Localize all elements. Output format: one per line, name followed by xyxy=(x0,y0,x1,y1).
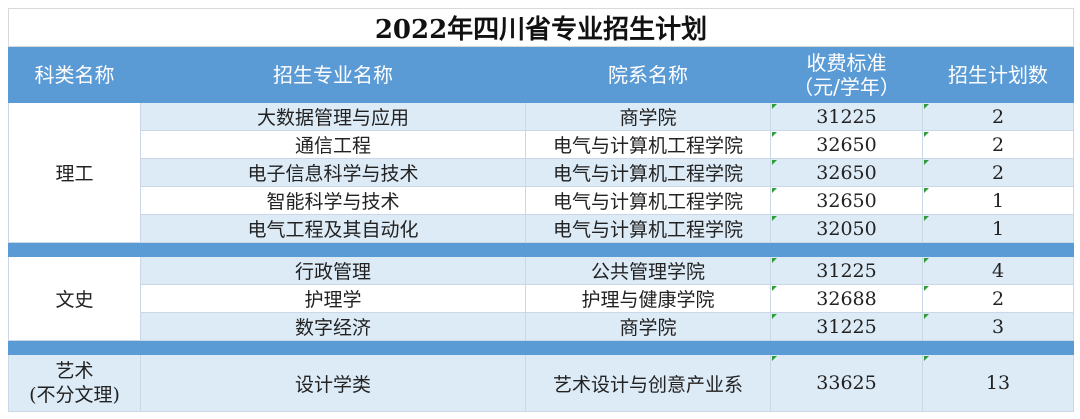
major-cell: 护理学 xyxy=(140,284,526,313)
fee-cell: 31225 xyxy=(770,312,923,341)
header-college: 院系名称 xyxy=(525,46,771,103)
plan-cell: 2 xyxy=(921,158,1075,187)
category-cell: 文史 xyxy=(8,256,141,341)
fee-cell: 31225 xyxy=(770,256,923,285)
separator-cell xyxy=(525,340,771,355)
college-cell: 艺术设计与创意产业系 xyxy=(525,354,771,412)
category-cell: 艺术 (不分文理) xyxy=(8,354,141,412)
fee-cell: 32650 xyxy=(770,158,923,187)
fee-cell: 31225 xyxy=(770,102,923,131)
separator-cell xyxy=(770,340,923,355)
group-separator xyxy=(8,340,1075,355)
category-sub-label: (不分文理) xyxy=(29,384,120,406)
separator-cell xyxy=(140,242,526,257)
college-cell: 电气与计算机工程学院 xyxy=(525,214,771,243)
header-fee-unit: （元/学年） xyxy=(793,74,900,99)
table-row: 艺术 (不分文理) 设计学类 艺术设计与创意产业系 33625 13 xyxy=(8,354,1075,412)
college-cell: 商学院 xyxy=(525,312,771,341)
major-cell: 行政管理 xyxy=(140,256,526,285)
major-cell: 电气工程及其自动化 xyxy=(140,214,526,243)
header-plan: 招生计划数 xyxy=(921,46,1075,103)
separator-cell xyxy=(8,340,141,355)
table-row: 通信工程 电气与计算机工程学院 32650 2 xyxy=(9,130,1075,159)
college-cell: 护理与健康学院 xyxy=(525,284,771,313)
header-row: 科类名称 招生专业名称 院系名称 收费标准 （元/学年） 招生计划数 xyxy=(8,46,1075,103)
table-title: 2022年四川省专业招生计划 xyxy=(7,8,1075,47)
table-row: 文史 行政管理 公共管理学院 31225 4 xyxy=(8,256,1075,341)
major-cell: 通信工程 xyxy=(140,130,526,159)
fee-cell: 32650 xyxy=(770,130,923,159)
plan-cell: 13 xyxy=(921,354,1075,412)
table-row: 护理学 护理与健康学院 32688 2 xyxy=(9,284,1075,313)
group-separator xyxy=(8,242,1075,257)
college-cell: 电气与计算机工程学院 xyxy=(525,130,771,159)
major-cell: 智能科学与技术 xyxy=(140,186,526,215)
table-row: 电气工程及其自动化 电气与计算机工程学院 32050 1 xyxy=(9,214,1075,243)
fee-cell: 33625 xyxy=(770,354,923,412)
header-category: 科类名称 xyxy=(8,46,141,103)
plan-cell: 4 xyxy=(921,256,1075,285)
college-cell: 商学院 xyxy=(525,102,771,131)
table-row: 理工 大数据管理与应用 商学院 31225 2 xyxy=(8,102,1075,243)
major-cell: 数字经济 xyxy=(140,312,526,341)
enrollment-plan-table: 2022年四川省专业招生计划 科类名称 招生专业名称 院系名称 收费标准 （元/学… xyxy=(7,8,1075,412)
header-fee: 收费标准 （元/学年） xyxy=(770,46,923,103)
header-major: 招生专业名称 xyxy=(140,46,526,103)
separator-cell xyxy=(921,340,1075,355)
plan-cell: 2 xyxy=(921,102,1075,131)
table-row: 智能科学与技术 电气与计算机工程学院 32650 1 xyxy=(9,186,1075,215)
college-cell: 公共管理学院 xyxy=(525,256,771,285)
plan-cell: 1 xyxy=(921,186,1075,215)
major-cell: 设计学类 xyxy=(140,354,526,412)
header-fee-label: 收费标准 xyxy=(806,50,887,75)
separator-cell xyxy=(8,242,141,257)
separator-cell xyxy=(140,340,526,355)
fee-cell: 32050 xyxy=(770,214,923,243)
category-label: 艺术 xyxy=(55,360,94,382)
fee-cell: 32688 xyxy=(770,284,923,313)
category-label: 理工 xyxy=(55,163,94,185)
enrollment-plan-table-container: 2022年四川省专业招生计划 科类名称 招生专业名称 院系名称 收费标准 （元/学… xyxy=(7,8,1075,412)
major-cell: 电子信息科学与技术 xyxy=(140,158,526,187)
fee-cell: 32650 xyxy=(770,186,923,215)
separator-cell xyxy=(525,242,771,257)
major-cell: 大数据管理与应用 xyxy=(140,102,526,131)
table-row: 电子信息科学与技术 电气与计算机工程学院 32650 2 xyxy=(9,158,1075,187)
separator-cell xyxy=(770,242,923,257)
plan-cell: 3 xyxy=(921,312,1075,341)
category-label: 文史 xyxy=(55,289,94,311)
plan-cell: 1 xyxy=(921,214,1075,243)
plan-cell: 2 xyxy=(921,284,1075,313)
category-cell: 理工 xyxy=(8,102,141,243)
college-cell: 电气与计算机工程学院 xyxy=(525,186,771,215)
college-cell: 电气与计算机工程学院 xyxy=(525,158,771,187)
plan-cell: 2 xyxy=(921,130,1075,159)
separator-cell xyxy=(921,242,1075,257)
table-row: 数字经济 商学院 31225 3 xyxy=(9,312,1075,341)
